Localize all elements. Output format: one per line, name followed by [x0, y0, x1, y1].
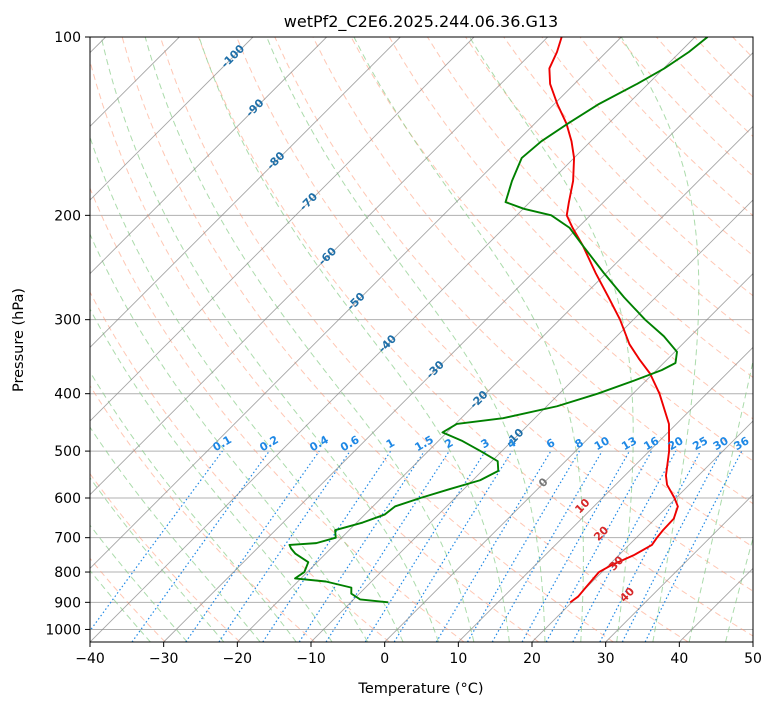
- isotherm-line: [90, 37, 622, 569]
- dry-adiabat-line: [121, 37, 614, 642]
- dry-adiabat-line: [90, 384, 316, 642]
- dry-adiabat-line: [465, 37, 753, 337]
- moist-adiabat-line: [353, 37, 584, 642]
- isotherm-line: [458, 346, 753, 642]
- dry-adiabat-line: [312, 37, 753, 505]
- dewpoint-profile-line: [288, 37, 709, 604]
- isotherm-line: [90, 37, 696, 642]
- axes: −40 −30 −20 −10 0 10 20 30 40 50 100 200 300 400 500 60…: [45, 30, 762, 667]
- isotherm-line: [237, 125, 753, 642]
- dry-adiabat-line: [90, 186, 465, 642]
- y-tick-label: 400: [54, 387, 81, 403]
- dry-adiabat-line: [503, 37, 753, 297]
- moist-adiabat-line: [90, 524, 188, 642]
- mixing-ratio-line: [325, 450, 450, 642]
- y-tick-label: 1000: [45, 622, 81, 638]
- dry-adiabat-line: [90, 291, 390, 642]
- moist-adiabat-line: [620, 37, 700, 642]
- isotherm-line: [310, 199, 753, 642]
- x-tick-label: −10: [296, 651, 326, 667]
- y-tick-label: 900: [54, 595, 81, 611]
- isotherm-line: [90, 37, 327, 275]
- plot-area: -100-90-80-70-60-50-40-30-20-1000.1 0.2 0.…: [45, 30, 762, 667]
- moist-adiabat-line: [266, 37, 546, 642]
- moist-adiabat-line: [198, 37, 510, 642]
- mixing-ratio-line: [218, 450, 351, 642]
- moist-adiabat-line: [90, 233, 369, 642]
- x-tick-label: 0: [380, 651, 389, 667]
- isotherm-line: [384, 273, 753, 642]
- moist-adiabat-line: [90, 135, 404, 642]
- y-axis-label: Pressure (hPa): [11, 288, 27, 392]
- mixing-ratio-line: [185, 450, 320, 642]
- isotherm-line: [605, 494, 753, 642]
- dry-adiabat-line: [350, 37, 753, 462]
- moist-adiabat-line: [90, 476, 225, 642]
- temperature-profile-line: [548, 37, 679, 604]
- y-tick-label: 200: [54, 208, 81, 224]
- x-axis-label: Temperature (°C): [357, 681, 483, 697]
- y-tick-label: 500: [54, 444, 81, 460]
- moist-adiabat-line: [688, 358, 753, 642]
- mixing-ratio-line: [644, 450, 743, 642]
- mixing-ratio-line: [262, 450, 392, 642]
- x-tick-label: 20: [523, 651, 541, 667]
- mixing-ratio-line: [298, 450, 425, 642]
- x-tick-label: 40: [670, 651, 688, 667]
- x-tick-label: −40: [75, 651, 105, 667]
- dry-adiabat-line: [274, 37, 753, 548]
- y-tick-label: 700: [54, 531, 81, 547]
- isotherm-line: [90, 37, 475, 422]
- isotherm-line: [531, 420, 753, 642]
- chart-title: wetPf2_C2E6.2025.244.06.36.G13: [284, 12, 558, 32]
- y-tick-label: 600: [54, 491, 81, 507]
- dry-adiabat-line: [236, 37, 753, 592]
- x-tick-label: 30: [597, 651, 615, 667]
- x-tick-label: 50: [744, 651, 762, 667]
- mixing-ratio-line: [131, 450, 270, 642]
- x-tick-label: 10: [449, 651, 467, 667]
- isotherm-line: [163, 52, 753, 642]
- moist-adiabat-line: [725, 536, 753, 642]
- plot-clip-group: [90, 37, 753, 642]
- mixing-ratio-line: [545, 450, 653, 642]
- y-tick-label: 800: [54, 565, 81, 581]
- x-tick-label: −20: [223, 651, 253, 667]
- dry-adiabat-line: [388, 37, 753, 420]
- dry-adiabat-line: [159, 37, 689, 642]
- y-tick-label: 300: [54, 313, 81, 329]
- dry-adiabat-line: [90, 59, 540, 642]
- moist-adiabat-line: [90, 370, 297, 642]
- mixing-ratio-line: [393, 450, 513, 642]
- moist-adiabat-line: [90, 426, 261, 642]
- isotherm-line: [90, 37, 548, 496]
- mixing-ratio-line: [521, 450, 631, 642]
- mixing-ratio-line: [90, 450, 223, 632]
- moist-adiabat-line: [144, 37, 475, 642]
- dry-adiabat-line: [426, 37, 753, 378]
- plot-frame: [89, 36, 754, 643]
- moist-adiabat-line: [100, 37, 439, 642]
- isotherm-line: [90, 37, 254, 201]
- y-tick-label: 100: [54, 30, 81, 46]
- isotherm-line: [90, 37, 401, 348]
- dry-adiabat-line: [90, 472, 241, 642]
- x-tick-label: −30: [149, 651, 179, 667]
